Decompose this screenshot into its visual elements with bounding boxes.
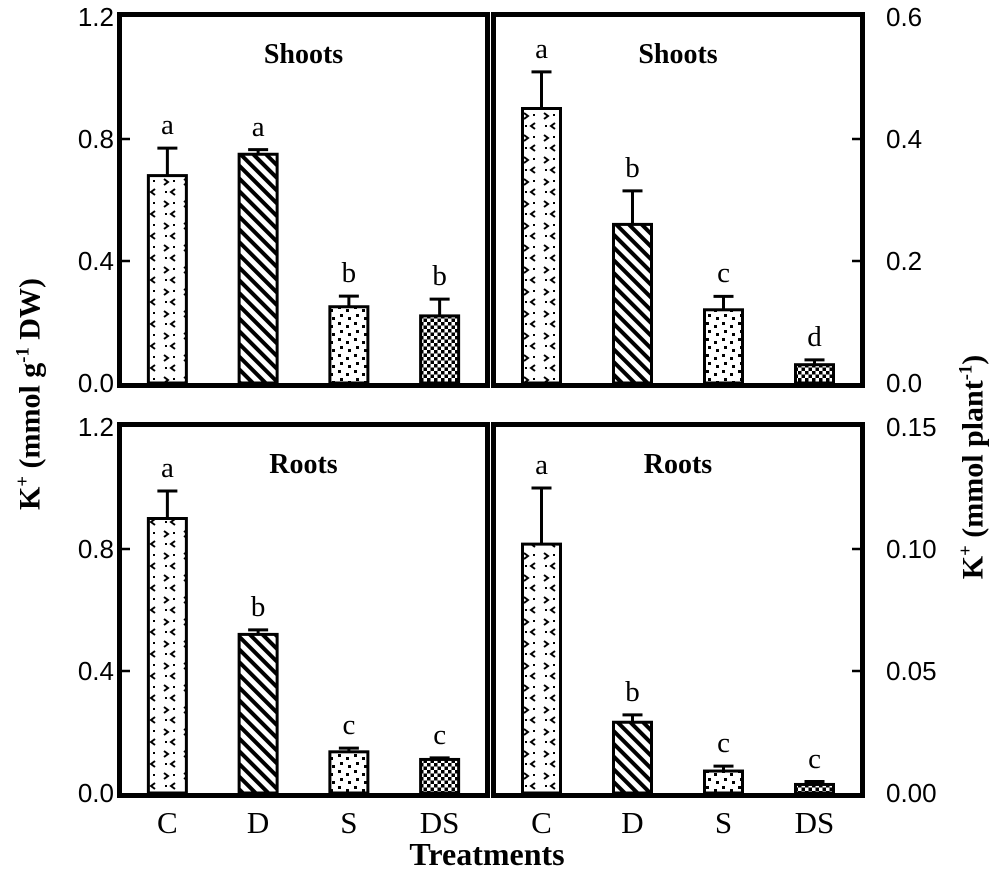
x-tick-label-D: D xyxy=(246,805,270,840)
x-tick-label-C: C xyxy=(157,805,178,840)
significance-letter-bottom-left-C: a xyxy=(160,452,174,485)
significance-letter-bottom-right-DS: c xyxy=(808,742,821,775)
bar-bottom-right-S xyxy=(703,769,744,795)
bar-top-right-D xyxy=(612,222,653,385)
bar-bottom-right-C xyxy=(521,542,562,795)
y-tick-label-top-right-0.6: 0.6 xyxy=(886,2,923,32)
panel-frame-top-left xyxy=(117,12,490,388)
significance-letter-top-right-D: b xyxy=(625,151,640,184)
bar-bottom-left-C xyxy=(146,517,188,795)
y-tick-label-top-right-0.0: 0.0 xyxy=(886,368,923,398)
y-tick-label-bottom-right-0.15: 0.15 xyxy=(886,412,937,442)
panel-title-roots-left: Roots xyxy=(269,449,338,480)
x-axis-title: Treatments xyxy=(409,836,565,872)
panel-frame-top-right xyxy=(491,12,865,388)
significance-letter-bottom-right-C: a xyxy=(535,449,548,481)
y-tick-label-top-right-0.2: 0.2 xyxy=(886,246,923,276)
bar-bottom-right-D xyxy=(612,720,653,795)
significance-letter-top-right-S: c xyxy=(717,257,730,290)
bar-bottom-right-DS xyxy=(794,782,835,795)
x-tick-label-S: S xyxy=(340,805,358,840)
significance-letter-top-left-C: a xyxy=(160,109,174,142)
x-tick-label-DS: DS xyxy=(419,805,460,840)
bar-top-left-DS xyxy=(419,314,461,385)
bar-top-right-DS xyxy=(794,363,835,385)
x-tick-label-DS: DS xyxy=(794,805,835,840)
bar-top-right-C xyxy=(521,107,562,385)
significance-letter-top-right-DS: d xyxy=(807,320,822,353)
bar-top-left-S xyxy=(328,305,370,385)
bar-bottom-left-DS xyxy=(419,757,461,795)
significance-letter-top-left-DS: b xyxy=(432,260,447,293)
panel-title-roots-right: Roots xyxy=(643,449,713,480)
y-tick-label-top-left-0.8: 0.8 xyxy=(77,124,114,154)
significance-letter-bottom-right-D: b xyxy=(625,675,640,708)
x-tick-label-S: S xyxy=(714,805,733,840)
bar-top-left-C xyxy=(146,174,188,385)
y-tick-label-top-left-0.0: 0.0 xyxy=(77,368,114,398)
panel-frame-bottom-left xyxy=(117,422,490,798)
x-tick-label-D: D xyxy=(621,805,644,840)
bar-bottom-left-S xyxy=(328,750,370,795)
y-tick-label-bottom-right-0.05: 0.05 xyxy=(886,656,937,686)
y-tick-label-bottom-left-1.2: 1.2 xyxy=(77,412,114,442)
bar-bottom-left-D xyxy=(237,632,279,795)
panel-title-shoots-left: Shoots xyxy=(263,39,344,70)
significance-letter-top-left-S: b xyxy=(341,257,357,290)
panel-frame-bottom-right xyxy=(491,422,865,798)
bar-top-left-D xyxy=(237,152,279,385)
y-tick-label-bottom-left-0.0: 0.0 xyxy=(77,778,114,808)
significance-letter-bottom-right-S: c xyxy=(717,727,730,760)
x-tick-label-C: C xyxy=(531,805,552,840)
significance-letter-bottom-left-S: c xyxy=(342,709,356,742)
y-tick-label-bottom-left-0.4: 0.4 xyxy=(77,656,114,686)
y-tick-label-bottom-right-0.00: 0.00 xyxy=(886,778,937,808)
significance-letter-bottom-left-D: b xyxy=(250,590,266,623)
bar-top-right-S xyxy=(703,308,744,385)
y-tick-label-top-right-0.4: 0.4 xyxy=(886,124,923,154)
significance-letter-top-right-C: a xyxy=(535,32,548,65)
panel-title-shoots-right: Shoots xyxy=(638,39,718,70)
significance-letter-bottom-left-DS: c xyxy=(433,718,447,751)
y-tick-label-bottom-right-0.10: 0.10 xyxy=(886,534,937,564)
y-tick-label-bottom-left-0.8: 0.8 xyxy=(77,534,114,564)
y-tick-label-top-left-0.4: 0.4 xyxy=(77,246,114,276)
significance-letter-top-left-D: a xyxy=(251,110,265,143)
y-tick-label-top-left-1.2: 1.2 xyxy=(77,2,114,32)
